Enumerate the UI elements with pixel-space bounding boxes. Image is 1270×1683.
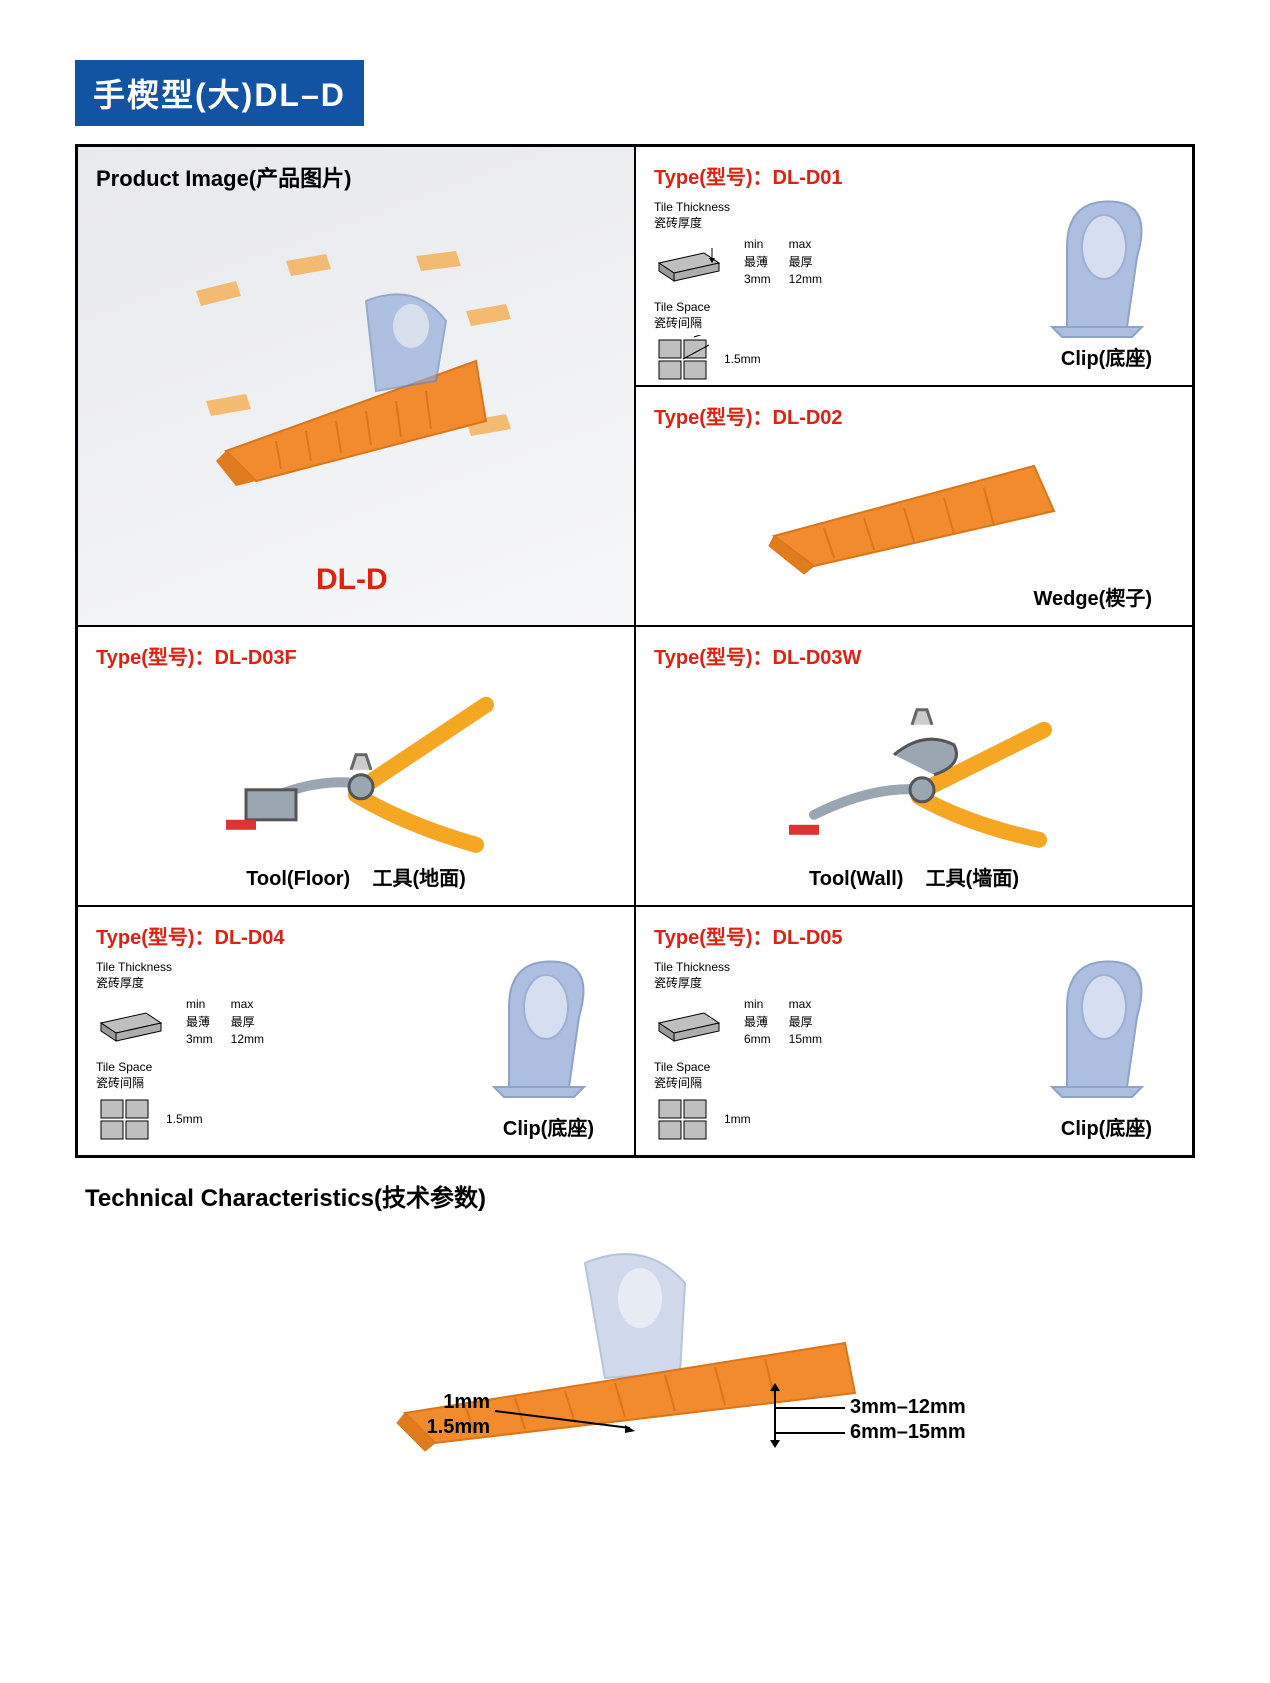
cell-d03w: Type(型号)：DL-D03W Tool(Wall) 工具(墙面) bbox=[635, 626, 1193, 906]
type-label-d03w: Type(型号)：DL-D03W bbox=[654, 641, 1174, 670]
tech-left-top: 1mm bbox=[443, 1391, 490, 1413]
caption-d03f: Tool(Floor) 工具(地面) bbox=[78, 862, 634, 891]
cell-d02: Type(型号)：DL-D02 Wedge(楔子) bbox=[635, 386, 1193, 626]
wedge-icon bbox=[734, 426, 1094, 576]
cell-d04: Type(型号)：DL-D04 Tile Thickness 瓷砖厚度 minm… bbox=[77, 906, 635, 1156]
tech-right-bottom: 6mm–15mm bbox=[850, 1421, 966, 1443]
hero-title: Product Image(产品图片) bbox=[96, 161, 616, 193]
clip-icon bbox=[1022, 177, 1172, 347]
tile-grid-icon bbox=[96, 1095, 156, 1145]
type-model: DL-D01 bbox=[773, 167, 843, 189]
tech-title: Technical Characteristics(技术参数) bbox=[85, 1178, 1195, 1213]
tool-wall-icon bbox=[754, 675, 1074, 865]
clip-icon bbox=[464, 937, 614, 1107]
caption-d05: Clip(底座) bbox=[1061, 1112, 1152, 1141]
space-val: 1.5mm bbox=[724, 352, 761, 368]
hero-illustration bbox=[166, 221, 546, 521]
minmax-table: minmax 最薄最厚 3mm12mm bbox=[734, 235, 832, 290]
hero-model-label: DL-D bbox=[316, 563, 388, 597]
product-grid: Product Image(产品图片) bbox=[75, 144, 1195, 1158]
tech-svg: 1mm 1.5mm 3mm–12mm 6mm–15mm bbox=[285, 1233, 985, 1493]
tech-diagram: 1mm 1.5mm 3mm–12mm 6mm–15mm bbox=[75, 1233, 1195, 1493]
caption-d04: Clip(底座) bbox=[503, 1112, 594, 1141]
header-title: 手楔型(大)DL–D bbox=[93, 77, 346, 113]
hero-cell: Product Image(产品图片) bbox=[77, 146, 635, 626]
caption-d02: Wedge(楔子) bbox=[1033, 582, 1152, 611]
tool-floor-icon bbox=[196, 675, 516, 865]
slab-icon bbox=[654, 243, 724, 283]
slab-icon bbox=[96, 1003, 166, 1043]
page-header: 手楔型(大)DL–D bbox=[75, 60, 364, 126]
type-label-d03f: Type(型号)：DL-D03F bbox=[96, 641, 616, 670]
tech-left-bottom: 1.5mm bbox=[427, 1416, 490, 1438]
tile-grid-icon bbox=[654, 1095, 714, 1145]
cell-d03f: Type(型号)：DL-D03F Tool(Floor) 工具(地面) bbox=[77, 626, 635, 906]
caption-d03w: Tool(Wall) 工具(墙面) bbox=[636, 862, 1192, 891]
clip-icon bbox=[1022, 937, 1172, 1107]
cell-d05: Type(型号)：DL-D05 Tile Thickness 瓷砖厚度 minm… bbox=[635, 906, 1193, 1156]
cell-d01: Type(型号)：DL-D01 Tile Thickness 瓷砖厚度 minm… bbox=[635, 146, 1193, 386]
type-prefix: Type(型号)： bbox=[654, 167, 773, 189]
caption-d01: Clip(底座) bbox=[1061, 342, 1152, 371]
tile-grid-icon bbox=[654, 335, 714, 385]
tech-right-top: 3mm–12mm bbox=[850, 1396, 966, 1418]
slab-icon bbox=[654, 1003, 724, 1043]
